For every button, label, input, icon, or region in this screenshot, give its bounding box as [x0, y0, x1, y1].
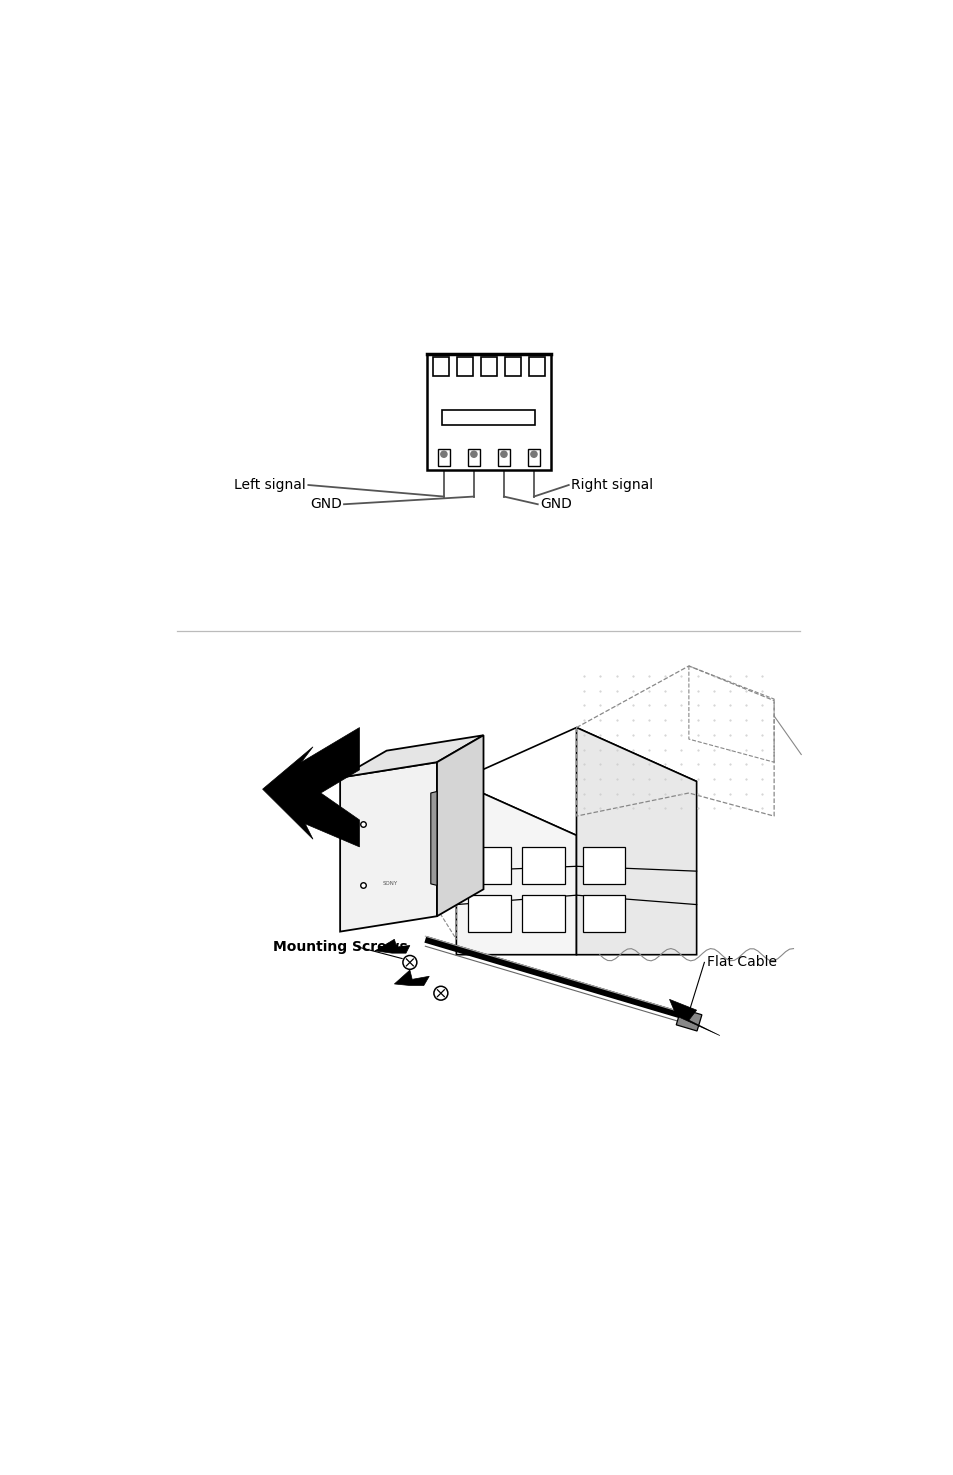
- Text: Left signal: Left signal: [234, 478, 306, 493]
- Bar: [582, 847, 624, 884]
- Circle shape: [471, 451, 476, 457]
- Circle shape: [440, 451, 447, 457]
- Polygon shape: [456, 782, 576, 954]
- Polygon shape: [375, 940, 410, 953]
- Bar: [480, 357, 497, 376]
- Bar: [468, 448, 479, 466]
- Bar: [427, 354, 550, 469]
- Polygon shape: [340, 763, 436, 932]
- Polygon shape: [262, 727, 359, 847]
- Bar: [468, 847, 510, 884]
- Bar: [521, 895, 564, 932]
- Polygon shape: [669, 1000, 720, 1035]
- Bar: [528, 448, 539, 466]
- Bar: [582, 895, 624, 932]
- Bar: [521, 847, 564, 884]
- Polygon shape: [436, 735, 483, 916]
- Text: GND: GND: [539, 497, 572, 512]
- Text: SONY: SONY: [382, 882, 397, 886]
- Polygon shape: [456, 727, 696, 835]
- Bar: [442, 410, 535, 425]
- Bar: [497, 448, 509, 466]
- Circle shape: [500, 451, 506, 457]
- Bar: [456, 357, 472, 376]
- Circle shape: [530, 451, 537, 457]
- Polygon shape: [394, 971, 429, 985]
- Polygon shape: [431, 792, 436, 885]
- Polygon shape: [576, 727, 696, 954]
- Bar: [468, 895, 510, 932]
- Bar: [676, 1009, 701, 1031]
- Bar: [505, 357, 520, 376]
- Text: Mounting Screws: Mounting Screws: [273, 940, 407, 954]
- Text: Flat Cable: Flat Cable: [706, 956, 776, 969]
- Text: GND: GND: [310, 497, 341, 512]
- Bar: [529, 357, 544, 376]
- Bar: [433, 357, 448, 376]
- Bar: [437, 448, 449, 466]
- Polygon shape: [340, 735, 483, 777]
- Text: Right signal: Right signal: [571, 478, 653, 493]
